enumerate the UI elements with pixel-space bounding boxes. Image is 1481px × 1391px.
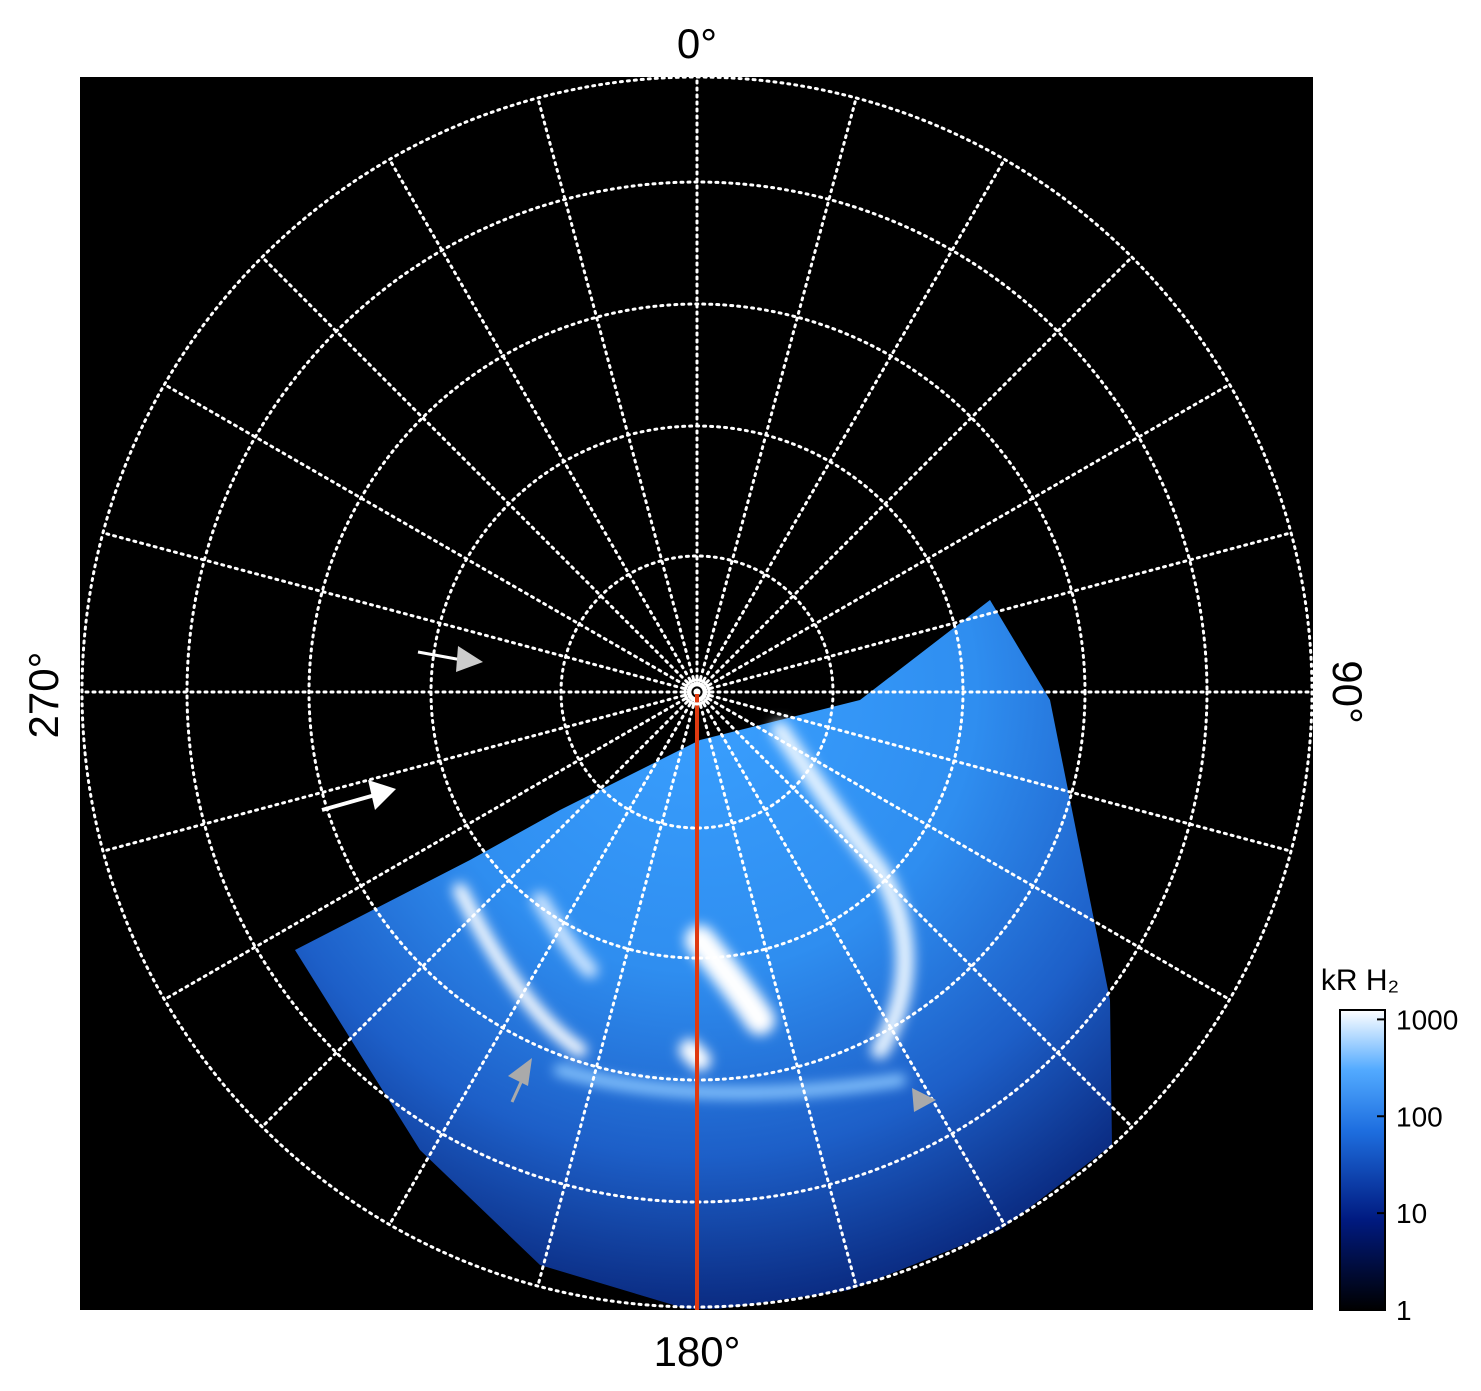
label-left: 270° [20,652,67,739]
grid-spoke [260,690,699,1129]
colorbar-tick-label: 10 [1396,1198,1427,1229]
grid-spoke [101,531,699,694]
label-right: 90° [1324,660,1371,724]
pole-marker [683,678,711,706]
colorbar-title: kR H₂ [1321,964,1399,997]
grid-spoke [695,157,1006,694]
grid-spoke [695,690,1134,1129]
grid-spoke [695,383,1232,694]
grid-spoke [695,531,1293,694]
grid-spoke [695,96,858,694]
grid-spoke [101,690,699,853]
grid-spoke [695,255,1134,694]
grid-spoke [388,690,699,1227]
colorbar-tick-label: 100 [1396,1101,1443,1132]
grid-spoke [695,690,1006,1227]
colorbar-ticks: 1 10 100 1000 [1377,1004,1458,1326]
grid-spoke [162,383,699,694]
grid-spoke [388,157,699,694]
grid-spoke [536,690,699,1288]
colorbar [1339,1009,1386,1311]
colorbar-tick-label: 1 [1396,1295,1412,1326]
label-bottom: 180° [654,1328,741,1375]
grid-spoke [695,690,1232,1001]
grid-spoke [536,96,699,694]
label-top: 0° [677,20,717,67]
grid-spoke [260,255,699,694]
grid-spoke [695,690,1293,853]
grid-spoke [162,690,699,1001]
colorbar-tick-label: 1000 [1396,1004,1458,1035]
arrows [321,646,936,1112]
grid-spoke [695,690,858,1288]
